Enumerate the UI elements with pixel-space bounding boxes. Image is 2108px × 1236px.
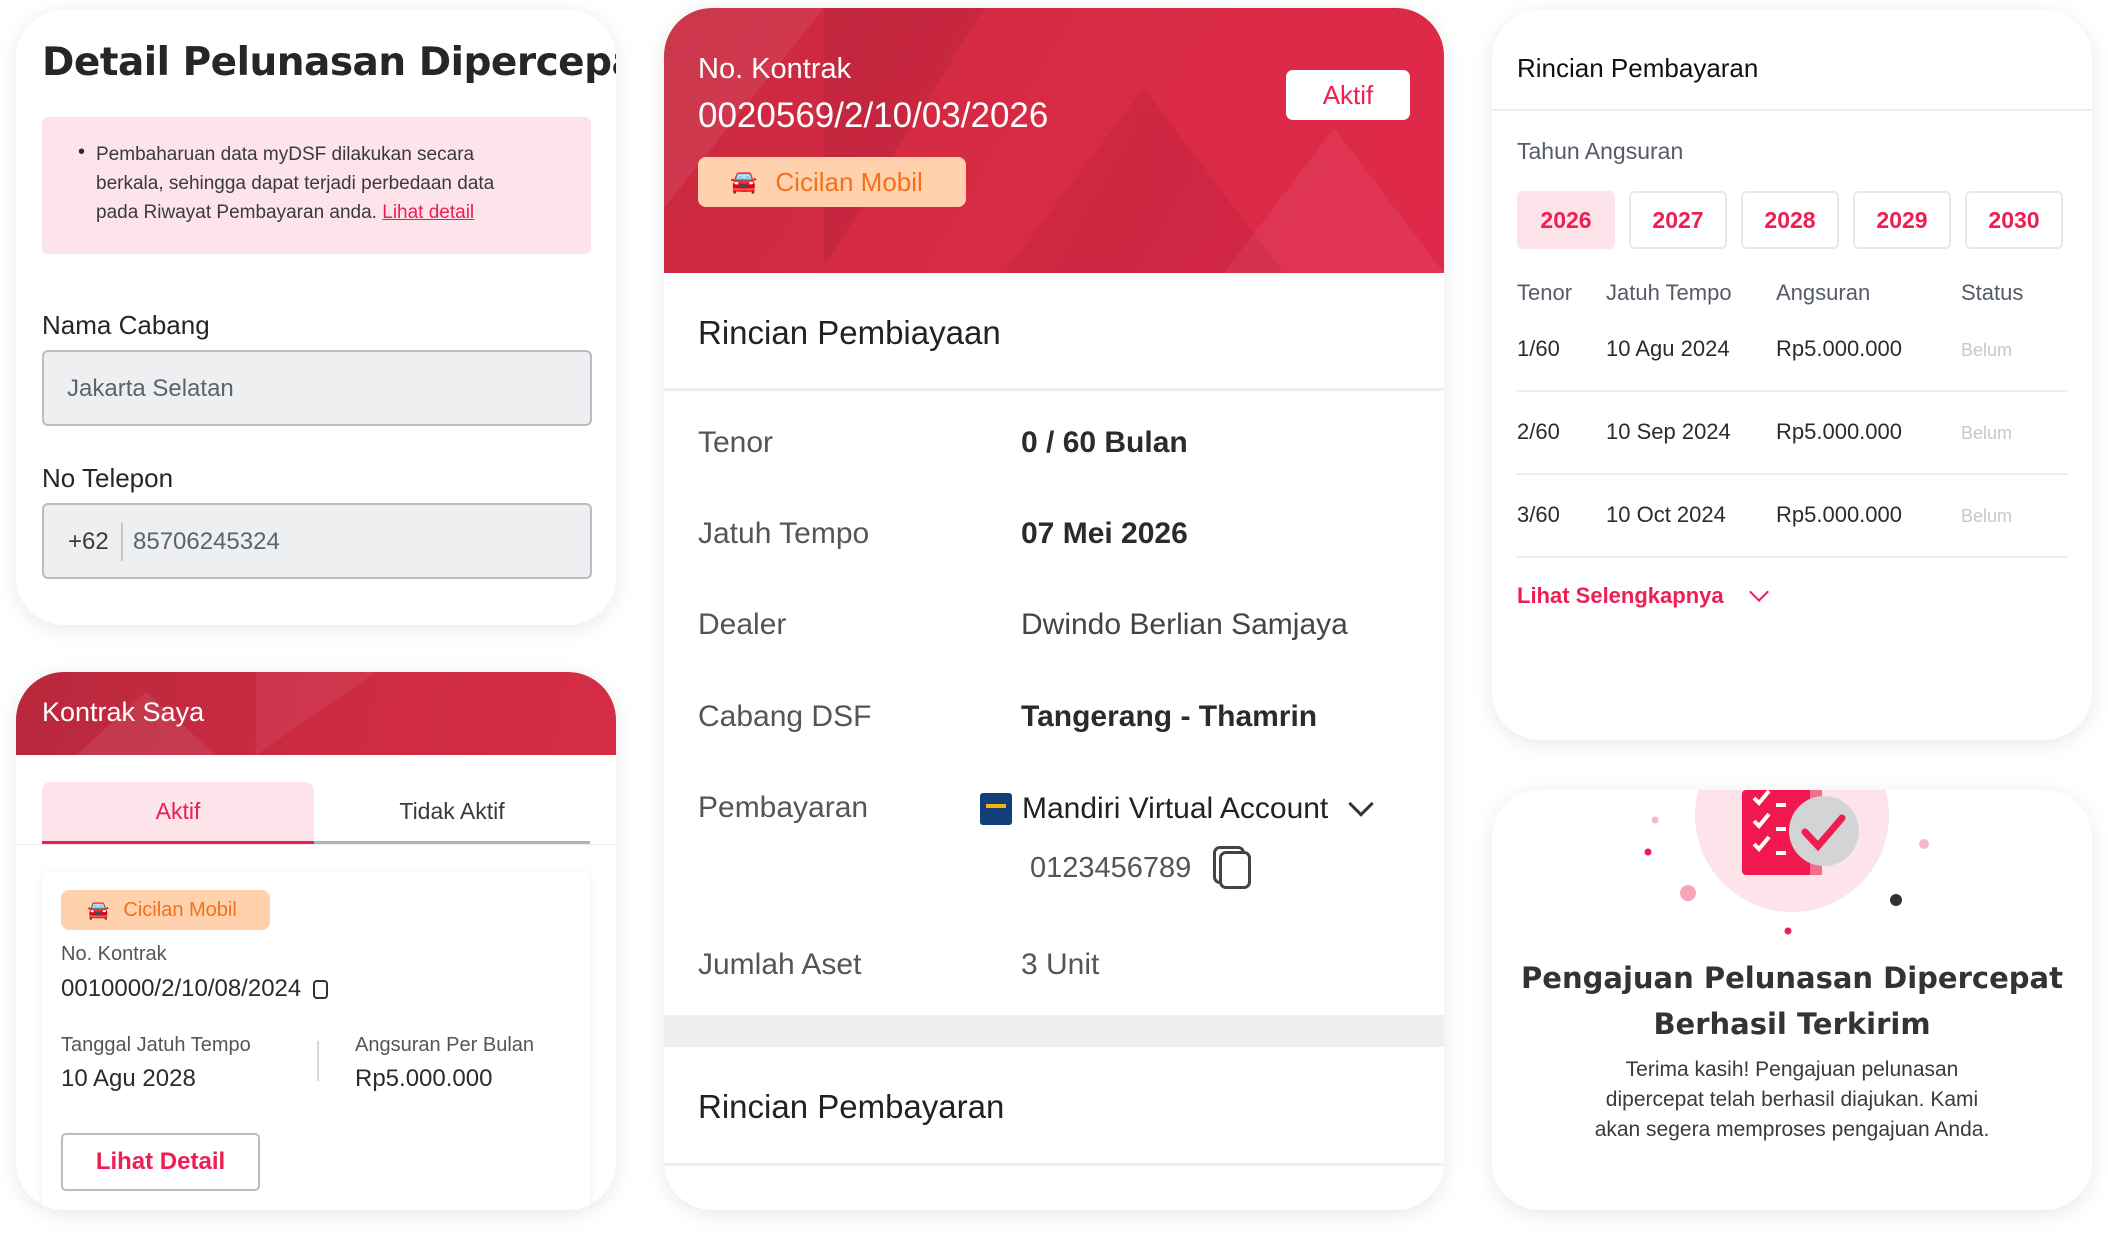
pembayaran-label: Pembayaran (698, 791, 869, 824)
dealer-label: Dealer (698, 608, 787, 641)
jumlah-aset-label: Jumlah Aset (698, 948, 862, 981)
contract-detail-card: No. Kontrak 0020569/2/10/03/2026 Aktif 🚘… (664, 8, 1444, 1210)
kontrak-title: Kontrak Saya (42, 697, 205, 727)
contract-no-value: 0020569/2/10/03/2026 (698, 96, 1049, 135)
payment-method-value: Mandiri Virtual Account (1022, 792, 1329, 825)
phone-label: No Telepon (42, 463, 174, 493)
payment-method-select[interactable]: Mandiri Virtual Account (980, 791, 1375, 826)
year-2028-button[interactable]: 2028 (1741, 191, 1839, 249)
phone-input[interactable]: +62 85706245324 (42, 503, 592, 579)
checklist-success-illustration (1644, 790, 1929, 935)
tenor-value: 0 / 60 Bulan (1021, 426, 1188, 459)
rincian-pembayaran-card: Rincian Pembayaran Tahun Angsuran 2026 2… (1492, 10, 2092, 740)
notice-text: Pembaharuan data myDSF dilakukan secara (96, 144, 475, 165)
due-value: 10 Agu 2028 (61, 1065, 196, 1092)
tab-aktif-label: Aktif (155, 798, 201, 824)
year-label: Tahun Angsuran (1517, 138, 1684, 164)
va-number: 0123456789 (1030, 851, 1192, 884)
year-2030-button[interactable]: 2030 (1965, 191, 2063, 249)
phone-value: 85706245324 (133, 528, 280, 555)
jumlah-aset-value: 3 Unit (1021, 948, 1100, 981)
copy-icon[interactable] (313, 979, 329, 999)
success-card: Pengajuan Pelunasan Dipercepat Berhasil … (1492, 790, 2092, 1210)
cicilan-mobil-badge: 🚘 Cicilan Mobil (698, 157, 966, 207)
lihat-detail-link[interactable]: Lihat detail (382, 202, 475, 223)
phone-divider (121, 523, 123, 561)
installment-label: Angsuran Per Bulan (355, 1034, 535, 1056)
table-row: 1/60 10 Agu 2024 Rp5.000.000 Belum (1517, 330, 2067, 392)
notice-box: • Pembaharuan data myDSF dilakukan secar… (42, 117, 591, 254)
section2-title: Rincian Pembayaran (698, 1088, 1005, 1125)
section-separator (664, 1015, 1444, 1047)
branch-input[interactable]: Jakarta Selatan (42, 350, 592, 426)
copy-icon[interactable] (1213, 846, 1253, 890)
notice-text: berkala, sehingga dapat terjadi perbedaa… (96, 173, 495, 194)
car-icon: 🚘 (730, 169, 758, 194)
lihat-selengkapnya-link[interactable]: Lihat Selengkapnya (1517, 582, 1769, 609)
branch-value: Jakarta Selatan (67, 375, 234, 402)
contract-header: No. Kontrak 0020569/2/10/03/2026 Aktif 🚘… (664, 8, 1444, 273)
phone-prefix: +62 (68, 528, 109, 555)
contract-no-label: No. Kontrak (698, 53, 852, 85)
table-row: 2/60 10 Sep 2024 Rp5.000.000 Belum (1517, 413, 2067, 475)
cabang-label: Cabang DSF (698, 700, 872, 733)
section-title: Rincian Pembiayaan (698, 314, 1001, 351)
check-circle-icon (1789, 796, 1859, 866)
success-message: Terima kasih! Pengajuan pelunasan diperc… (1594, 1058, 1990, 1141)
due-label: Tanggal Jatuh Tempo (61, 1034, 251, 1056)
contract-no-label: No. Kontrak (61, 943, 167, 965)
status-badge: Belum (1961, 423, 2013, 443)
year-2027-button[interactable]: 2027 (1629, 191, 1727, 249)
cicilan-mobil-badge: 🚘 Cicilan Mobil (61, 890, 270, 930)
kontrak-header: Kontrak Saya (16, 672, 616, 755)
status-badge: Belum (1961, 340, 2013, 360)
col-status: Status (1961, 280, 2024, 305)
contract-item: 🚘 Cicilan Mobil No. Kontrak 0010000/2/10… (42, 871, 590, 1210)
detail-pelunasan-card: Detail Pelunasan Dipercepat • Pembaharua… (16, 10, 616, 625)
tab-tidak-aktif-label: Tidak Aktif (399, 798, 505, 824)
status-badge: Belum (1961, 506, 2013, 526)
col-angsuran: Angsuran (1776, 280, 1871, 305)
notice-text: pada Riwayat Pembayaran anda. (96, 202, 377, 223)
col-jatuh-tempo: Jatuh Tempo (1606, 280, 1732, 305)
car-icon: 🚘 (87, 899, 110, 920)
branch-label: Nama Cabang (42, 310, 210, 340)
table-row: 3/60 10 Oct 2024 Rp5.000.000 Belum (1517, 496, 2067, 558)
lihat-detail-button[interactable]: Lihat Detail (61, 1133, 260, 1191)
success-title: Pengajuan Pelunasan Dipercepat Berhasil … (1521, 961, 2063, 1041)
bullet: • (78, 141, 86, 163)
year-2026-button[interactable]: 2026 (1517, 191, 1615, 249)
jatuh-tempo-value: 07 Mei 2026 (1021, 517, 1188, 550)
chevron-down-icon (1748, 582, 1769, 602)
contract-no-value: 0010000/2/10/08/2024 (61, 975, 302, 1002)
col-tenor: Tenor (1517, 280, 1573, 305)
status-badge: Aktif (1286, 70, 1410, 120)
chevron-down-icon[interactable] (1348, 791, 1375, 817)
column-divider (317, 1041, 319, 1081)
dealer-value: Dwindo Berlian Samjaya (1021, 608, 1348, 641)
kontrak-saya-card: Kontrak Saya Aktif Tidak Aktif 🚘 Cicilan… (16, 672, 616, 1210)
jatuh-tempo-label: Jatuh Tempo (698, 517, 870, 550)
card-title: Rincian Pembayaran (1517, 53, 1759, 83)
page-title: Detail Pelunasan Dipercepat (42, 40, 616, 85)
tab-tidak-aktif[interactable]: Tidak Aktif (314, 782, 590, 844)
cabang-value: Tangerang - Thamrin (1021, 700, 1318, 733)
tenor-label: Tenor (698, 426, 774, 459)
year-2029-button[interactable]: 2029 (1853, 191, 1951, 249)
mandiri-logo-icon (980, 793, 1012, 825)
installment-value: Rp5.000.000 (355, 1065, 493, 1092)
tab-aktif[interactable]: Aktif (42, 782, 314, 844)
